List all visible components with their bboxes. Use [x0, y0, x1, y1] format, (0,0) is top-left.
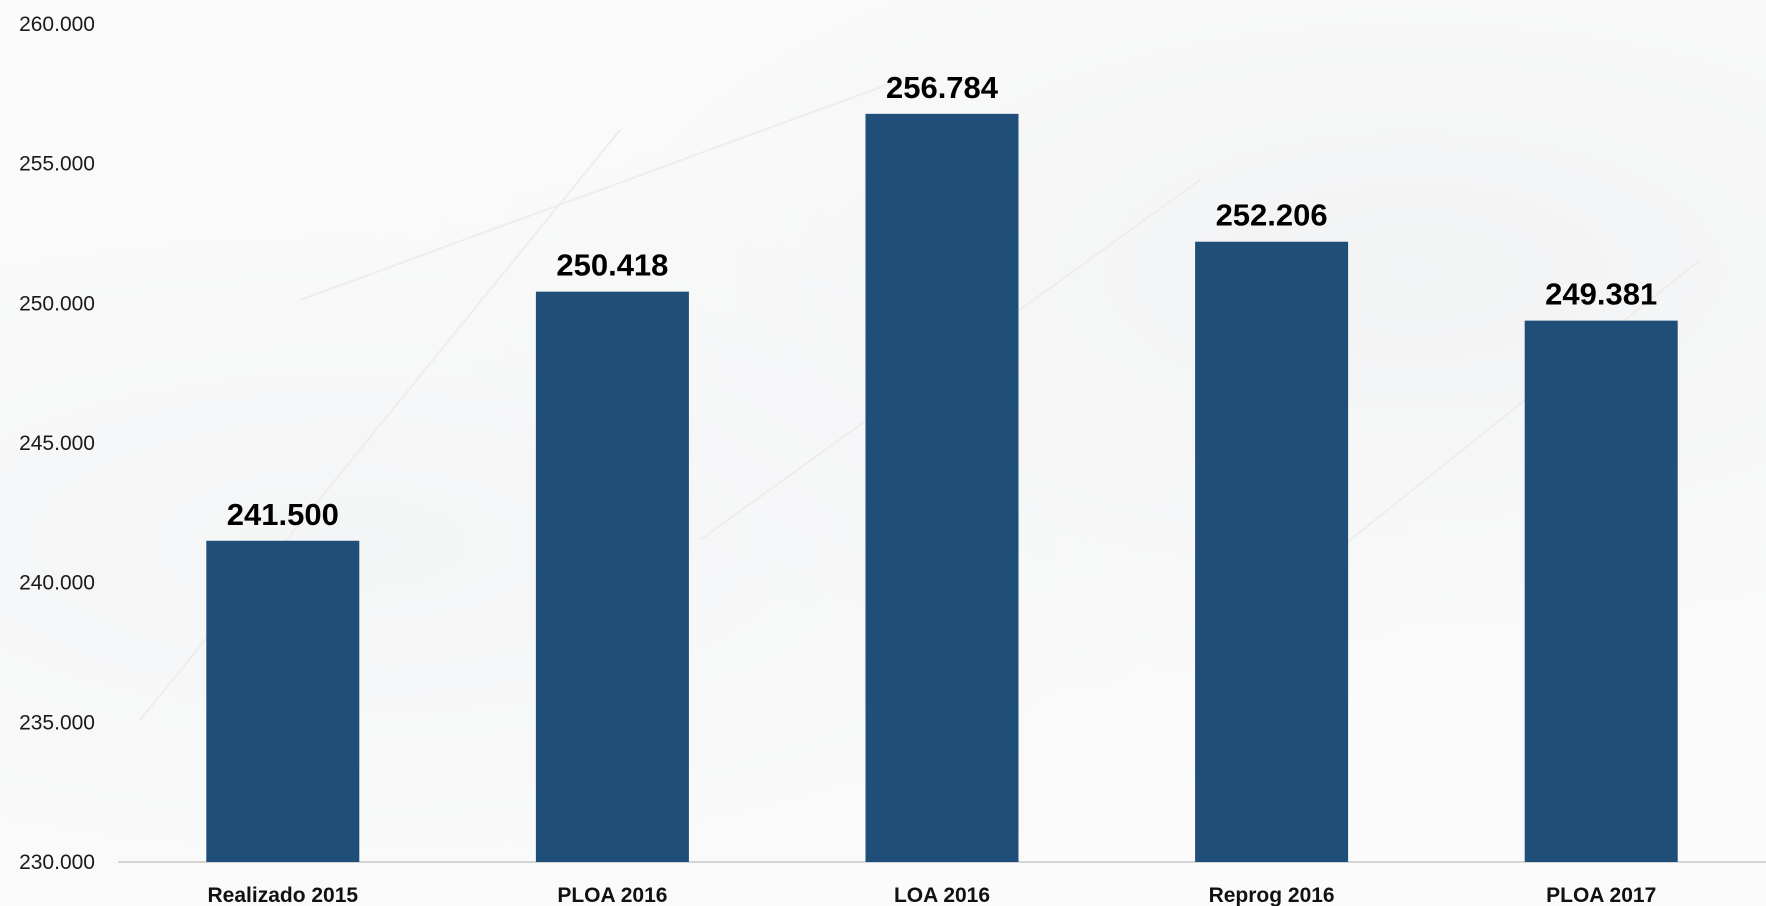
- x-tick-label: LOA 2016: [894, 884, 990, 906]
- y-tick-label: 245.000: [19, 432, 95, 455]
- bars-group: [206, 113, 1678, 863]
- y-tick-label: 235.000: [19, 711, 95, 734]
- x-tick-label: Realizado 2015: [208, 884, 359, 906]
- data-label: 252.206: [1216, 198, 1328, 233]
- x-tick-label: PLOA 2017: [1546, 884, 1656, 906]
- data-labels-group: 241.500 250.418 256.784 252.206 249.381: [227, 70, 1657, 532]
- y-axis: 230.000 235.000 240.000 245.000 250.000 255.0…: [19, 13, 95, 874]
- bar: [535, 291, 689, 862]
- background-stroke: [299, 79, 901, 301]
- bar: [1195, 241, 1349, 862]
- data-label: 250.418: [556, 248, 668, 283]
- y-tick-label: 250.000: [19, 292, 95, 315]
- data-label: 249.381: [1545, 277, 1657, 312]
- y-tick-label: 255.000: [19, 153, 95, 176]
- x-axis: Realizado 2015 PLOA 2016 LOA 2016 Reprog 20…: [208, 884, 1657, 906]
- y-tick-label: 260.000: [19, 13, 95, 36]
- bar: [206, 540, 360, 862]
- x-tick-label: PLOA 2016: [557, 884, 667, 906]
- y-tick-label: 230.000: [19, 851, 95, 874]
- data-label: 241.500: [227, 497, 339, 532]
- bar: [865, 113, 1019, 862]
- x-tick-label: Reprog 2016: [1209, 884, 1335, 906]
- data-label: 256.784: [886, 70, 999, 105]
- y-tick-label: 240.000: [19, 572, 95, 595]
- bar: [1524, 320, 1678, 863]
